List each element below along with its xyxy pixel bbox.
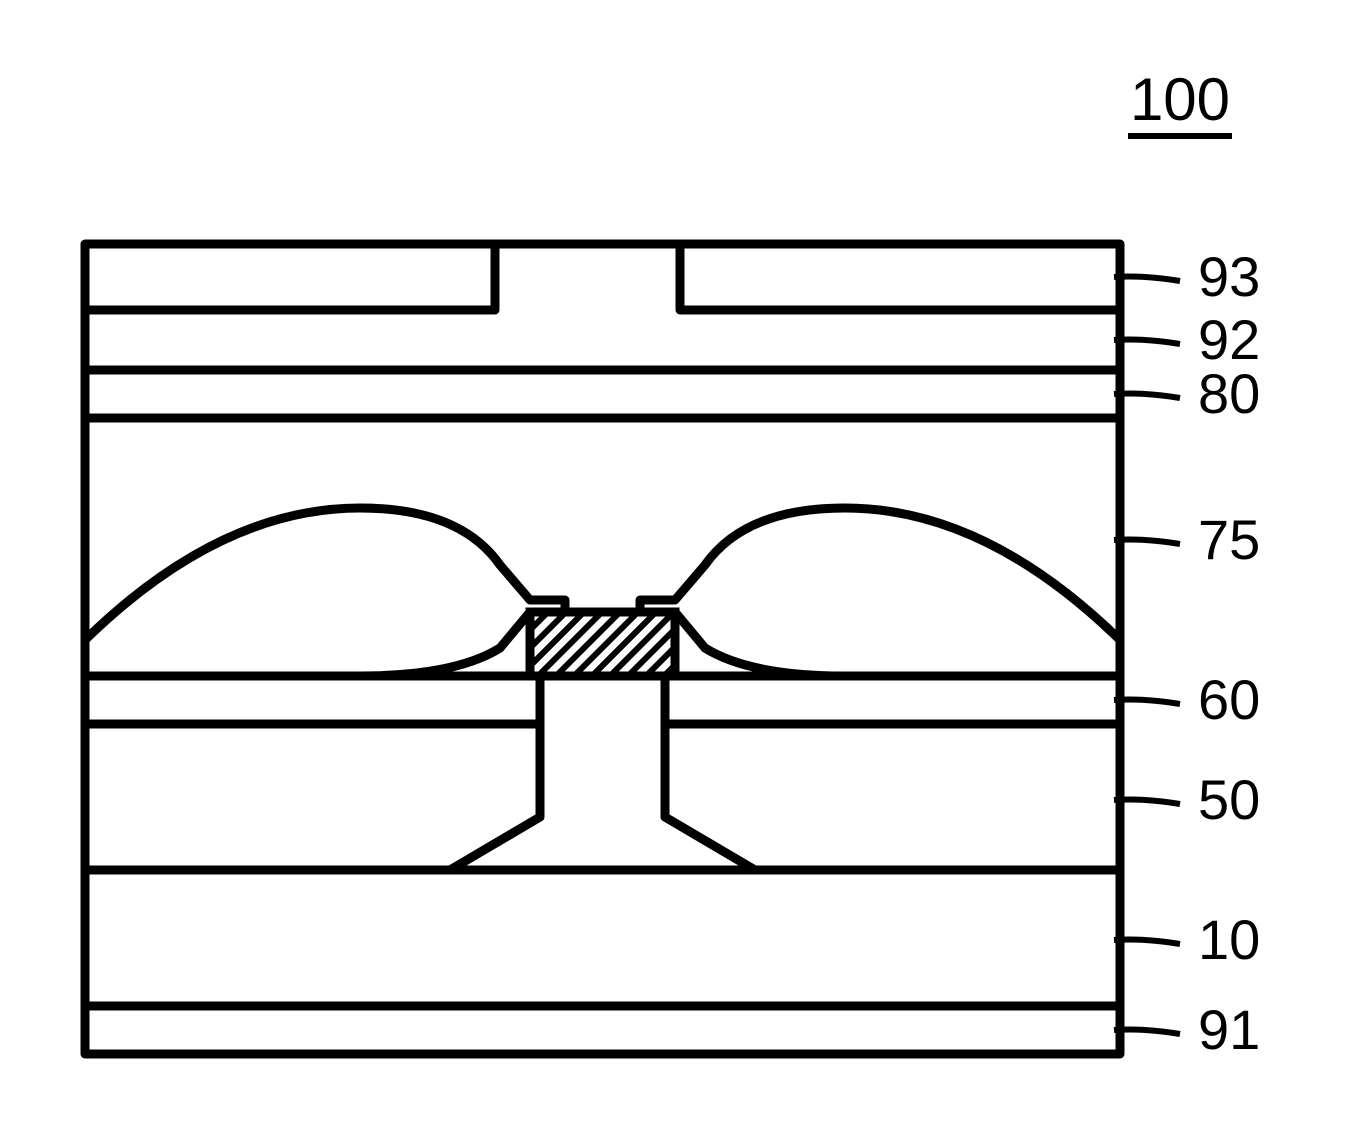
label-93: 93 <box>1198 245 1260 308</box>
label-50: 50 <box>1198 768 1260 831</box>
figure-title: 100 <box>1130 66 1230 133</box>
label-75: 75 <box>1198 508 1260 571</box>
label-10: 10 <box>1198 908 1260 971</box>
cross-section-diagram: 1009392807560501091 <box>0 0 1371 1130</box>
label-80: 80 <box>1198 362 1260 425</box>
label-60: 60 <box>1198 668 1260 731</box>
label-91: 91 <box>1198 998 1260 1061</box>
